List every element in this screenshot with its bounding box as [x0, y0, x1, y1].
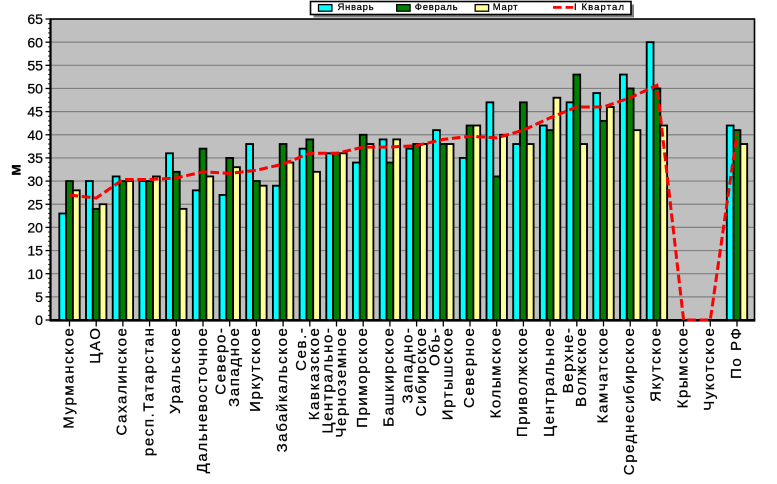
svg-text:Иртышское: Иртышское — [440, 327, 457, 421]
svg-text:Уральское: Уральское — [167, 327, 184, 414]
svg-text:Якутское: Якутское — [648, 327, 665, 402]
svg-text:55: 55 — [27, 57, 43, 73]
svg-text:50: 50 — [27, 81, 43, 97]
svg-text:65: 65 — [27, 11, 43, 27]
svg-text:ЦАО: ЦАО — [87, 327, 104, 364]
svg-text:5: 5 — [35, 289, 43, 305]
svg-text:Черноземное: Черноземное — [333, 327, 350, 438]
svg-text:Март: Март — [493, 2, 519, 13]
svg-text:Верхне-: Верхне- — [560, 327, 577, 394]
svg-text:Среднесибирское: Среднесибирское — [621, 327, 638, 476]
svg-text:Волжское: Волжское — [573, 327, 590, 408]
svg-text:Башкирское: Башкирское — [381, 327, 398, 427]
svg-text:Северо-: Северо- — [213, 327, 230, 395]
svg-text:45: 45 — [27, 104, 43, 120]
svg-text:25: 25 — [27, 196, 43, 212]
svg-text:м: м — [7, 164, 24, 176]
svg-text:Кавказское: Кавказское — [306, 327, 323, 421]
svg-text:0: 0 — [35, 312, 43, 328]
svg-text:Сахалинское: Сахалинское — [114, 327, 131, 436]
svg-text:I Квартал: I Квартал — [574, 2, 625, 13]
svg-text:Мурманское: Мурманское — [60, 327, 77, 429]
svg-text:Центрально-: Центрально- — [320, 327, 337, 434]
svg-text:Камчатское: Камчатское — [594, 327, 611, 424]
svg-text:Приморское: Приморское — [354, 327, 371, 428]
svg-text:Чукотское: Чукотское — [701, 327, 718, 411]
svg-text:Западное: Западное — [226, 327, 243, 407]
svg-text:Обь-: Обь- — [426, 327, 443, 366]
svg-text:По РФ: По РФ — [728, 327, 745, 380]
svg-text:15: 15 — [27, 243, 43, 259]
svg-text:40: 40 — [27, 127, 43, 143]
svg-text:Колымское: Колымское — [488, 327, 505, 419]
svg-text:30: 30 — [27, 173, 43, 189]
svg-text:Январь: Январь — [338, 2, 375, 13]
svg-text:60: 60 — [27, 34, 43, 50]
svg-text:Западно-: Западно- — [400, 327, 417, 404]
svg-text:Иркутское: Иркутское — [247, 327, 264, 412]
svg-text:10: 10 — [27, 266, 43, 282]
svg-text:Крымское: Крымское — [674, 327, 691, 409]
svg-text:Забайкальское: Забайкальское — [274, 327, 291, 453]
svg-text:Северное: Северное — [461, 327, 478, 408]
svg-text:Дальневосточное: Дальневосточное — [194, 327, 211, 474]
svg-text:респ.Татарстан: респ.Татарстан — [140, 327, 157, 457]
svg-text:35: 35 — [27, 150, 43, 166]
svg-text:Приволжское: Приволжское — [514, 327, 531, 438]
svg-text:Сибирское: Сибирское — [413, 327, 430, 417]
svg-text:Февраль: Февраль — [415, 2, 459, 13]
svg-text:Сев.-: Сев.- — [293, 327, 310, 371]
svg-text:20: 20 — [27, 219, 43, 235]
svg-text:Центральное: Центральное — [541, 327, 558, 437]
